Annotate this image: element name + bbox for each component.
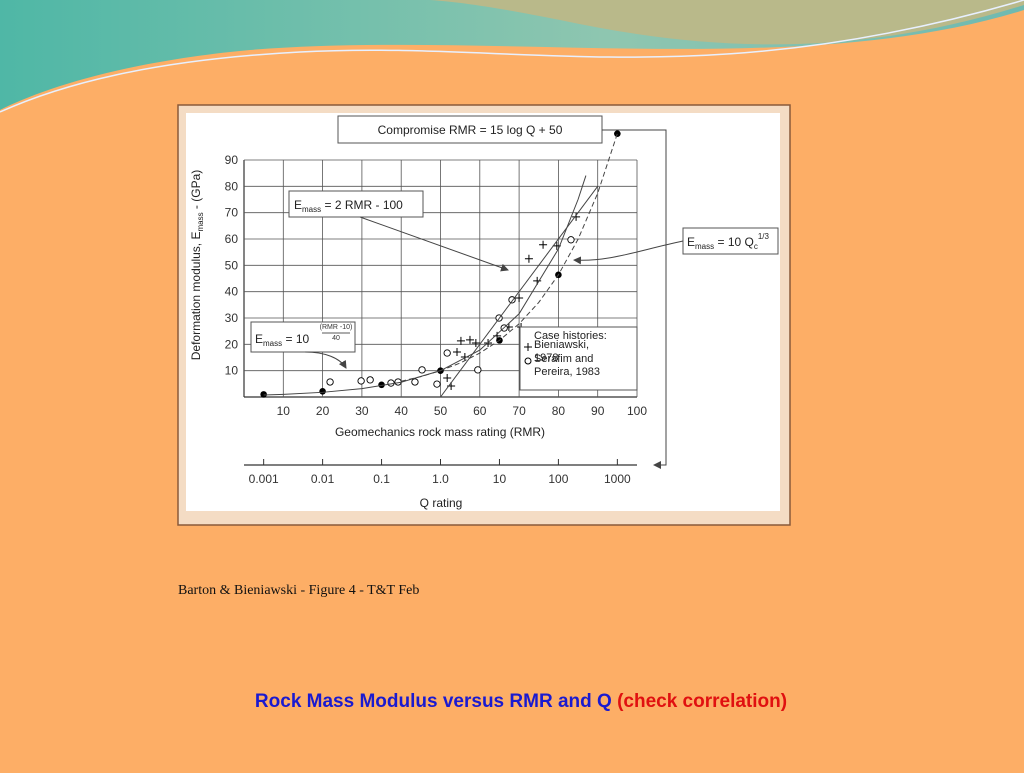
- y-tick-label: 60: [225, 232, 239, 246]
- arrow: [602, 129, 667, 469]
- legend-marker: [524, 343, 532, 351]
- y-tick-label: 40: [225, 285, 239, 299]
- point: [456, 336, 465, 345]
- x-tick-label: 60: [473, 404, 487, 418]
- x-tick-label: 10: [277, 404, 291, 418]
- slide-title: Rock Mass Modulus versus RMR and Q (chec…: [255, 691, 787, 712]
- y-tick-label: 20: [225, 337, 239, 351]
- x-tick-label: 20: [316, 404, 330, 418]
- annotation-box: [682, 227, 779, 255]
- curve: [401, 133, 618, 382]
- point: [378, 381, 385, 389]
- annotation-exponent: (RMR -10): [320, 324, 353, 331]
- point: [357, 377, 365, 385]
- x-tick-label: 70: [512, 404, 526, 418]
- arrow: [304, 351, 347, 369]
- point: [471, 339, 480, 348]
- y-tick-label: 10: [225, 364, 239, 378]
- point: [326, 378, 334, 386]
- y-tick-label: 80: [225, 179, 239, 193]
- caption: Barton & Bieniawski - Figure 4 - T&T Feb: [178, 583, 419, 598]
- x2-tick-label: 0.1: [373, 472, 390, 486]
- x2-axis-label: Q rating: [420, 496, 463, 510]
- x2-tick-label: 100: [548, 472, 568, 486]
- arrow: [573, 240, 684, 265]
- x-tick-label: 90: [591, 404, 605, 418]
- x-tick-label: 30: [355, 404, 369, 418]
- arrow: [359, 216, 509, 272]
- top-wave-band: [430, 0, 1024, 45]
- point: [443, 374, 452, 383]
- annotation-exponent: 40: [332, 335, 340, 342]
- x2-tick-label: 1000: [604, 472, 631, 486]
- y-tick-label: 90: [225, 153, 239, 167]
- point: [515, 293, 524, 302]
- legend-label: Serafim and Pereira, 1983: [534, 353, 601, 378]
- y-tick-label: 70: [225, 206, 239, 220]
- point: [539, 240, 548, 249]
- point: [524, 254, 533, 263]
- x-tick-label: 40: [395, 404, 409, 418]
- annotation-box: [250, 321, 356, 353]
- x-axis-label: Geomechanics rock mass rating (RMR): [335, 425, 545, 439]
- point: [453, 347, 462, 356]
- point: [433, 380, 441, 388]
- point: [260, 391, 267, 398]
- x2-tick-label: 0.001: [249, 472, 279, 486]
- point: [567, 236, 575, 244]
- point: [366, 376, 374, 384]
- point: [418, 366, 426, 374]
- x2-tick-label: 1.0: [432, 472, 449, 486]
- annotation-box: [288, 190, 424, 218]
- annotation: Emass = 10 Qc1/3: [687, 232, 770, 251]
- legend-title: Case histories:: [534, 330, 607, 342]
- x2-tick-label: 0.01: [311, 472, 335, 486]
- point: [614, 130, 621, 137]
- legend-entry: Serafim and Pereira, 1983: [534, 353, 601, 378]
- legend: [519, 326, 638, 391]
- y-tick-label: 30: [225, 311, 239, 325]
- point: [443, 349, 451, 357]
- x2-tick-label: 10: [493, 472, 507, 486]
- x-tick-label: 50: [434, 404, 448, 418]
- legend-entry: Bieniawski, 1978: [534, 339, 590, 364]
- x-tick-label: 80: [552, 404, 566, 418]
- figure-panel: [186, 113, 780, 511]
- annotation: Emass = 2 RMR - 100: [294, 198, 403, 214]
- legend-label: Bieniawski, 1978: [534, 339, 590, 364]
- legend-marker: [524, 357, 532, 365]
- point: [319, 388, 326, 395]
- x-tick-label: 100: [627, 404, 647, 418]
- y-tick-label: 50: [225, 258, 239, 272]
- y-axis-label: Deformation modulus, Emass - (GPa): [189, 170, 205, 361]
- annotation: Emass = 10: [255, 332, 309, 348]
- wave-line: [0, 0, 1024, 113]
- annotation: Compromise RMR = 15 log Q + 50: [378, 123, 563, 137]
- point: [474, 366, 482, 374]
- point: [465, 335, 474, 344]
- point: [572, 212, 581, 221]
- point: [411, 378, 419, 386]
- curve: [440, 186, 599, 398]
